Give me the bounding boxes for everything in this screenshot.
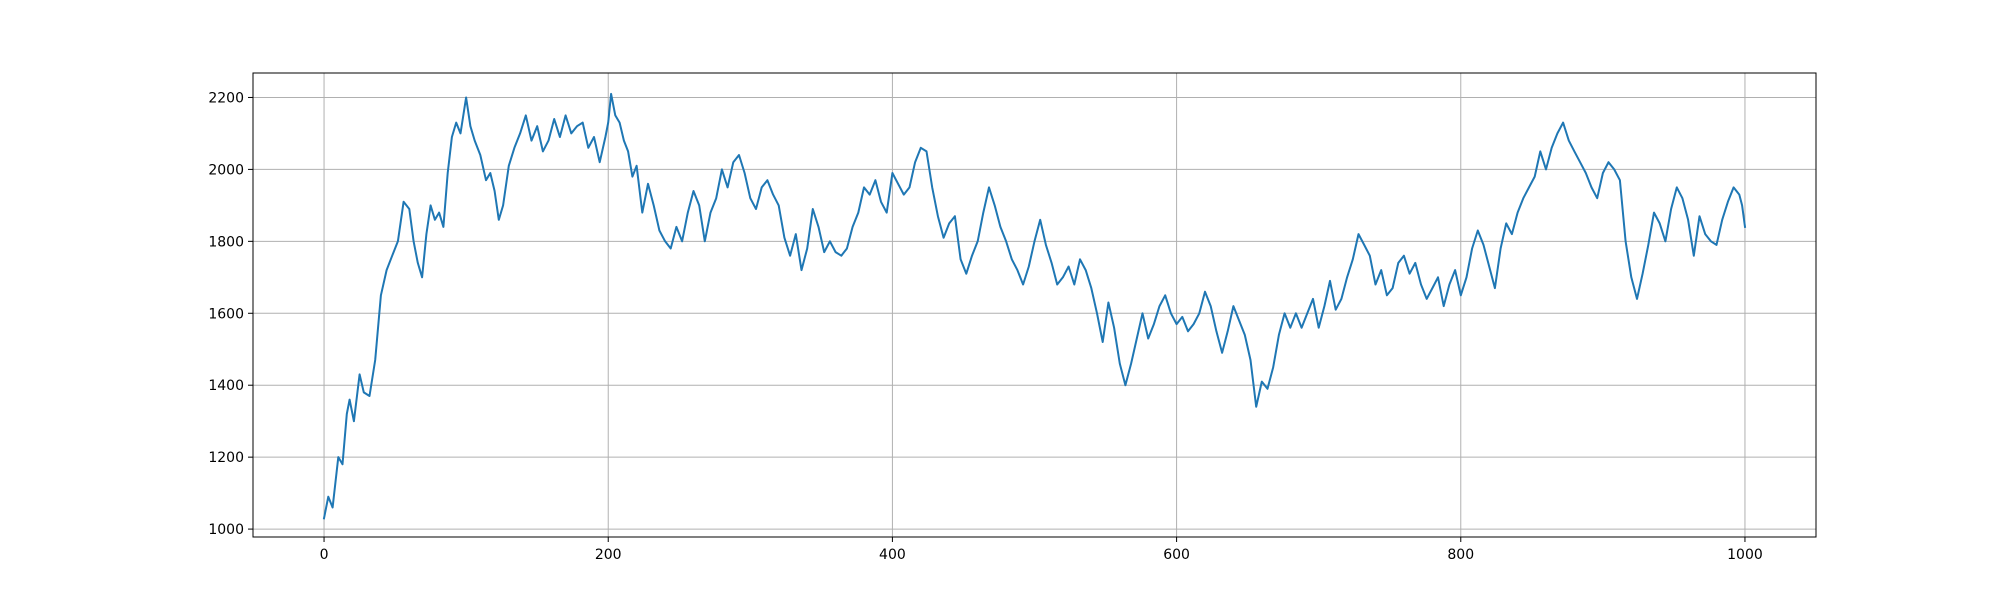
y-tick-label: 1600: [208, 306, 244, 322]
series-line-0: [322, 92, 1747, 520]
y-tick-label: 1800: [208, 234, 244, 250]
x-tick-label: 200: [595, 547, 622, 563]
x-tick-label: 800: [1447, 547, 1474, 563]
x-tick-label: 600: [1163, 547, 1190, 563]
grid: [253, 73, 1816, 537]
y-tick-label: 2200: [208, 90, 244, 106]
y-tick-label: 1000: [208, 522, 244, 538]
series-layer: [322, 92, 1747, 520]
y-tick-label: 2000: [208, 162, 244, 178]
axis-ticks: [248, 96, 1746, 542]
plot-frame: [252, 72, 1817, 538]
x-tick-label: 1000: [1727, 547, 1763, 563]
y-tick-label: 1400: [208, 378, 244, 394]
y-tick-label: 1200: [208, 450, 244, 466]
x-tick-label: 0: [320, 547, 329, 563]
x-tick-label: 400: [879, 547, 906, 563]
tick-labels: 0 200 400 600 800 1000 1000 1200 1400 1600 1800 200…: [208, 90, 1762, 563]
